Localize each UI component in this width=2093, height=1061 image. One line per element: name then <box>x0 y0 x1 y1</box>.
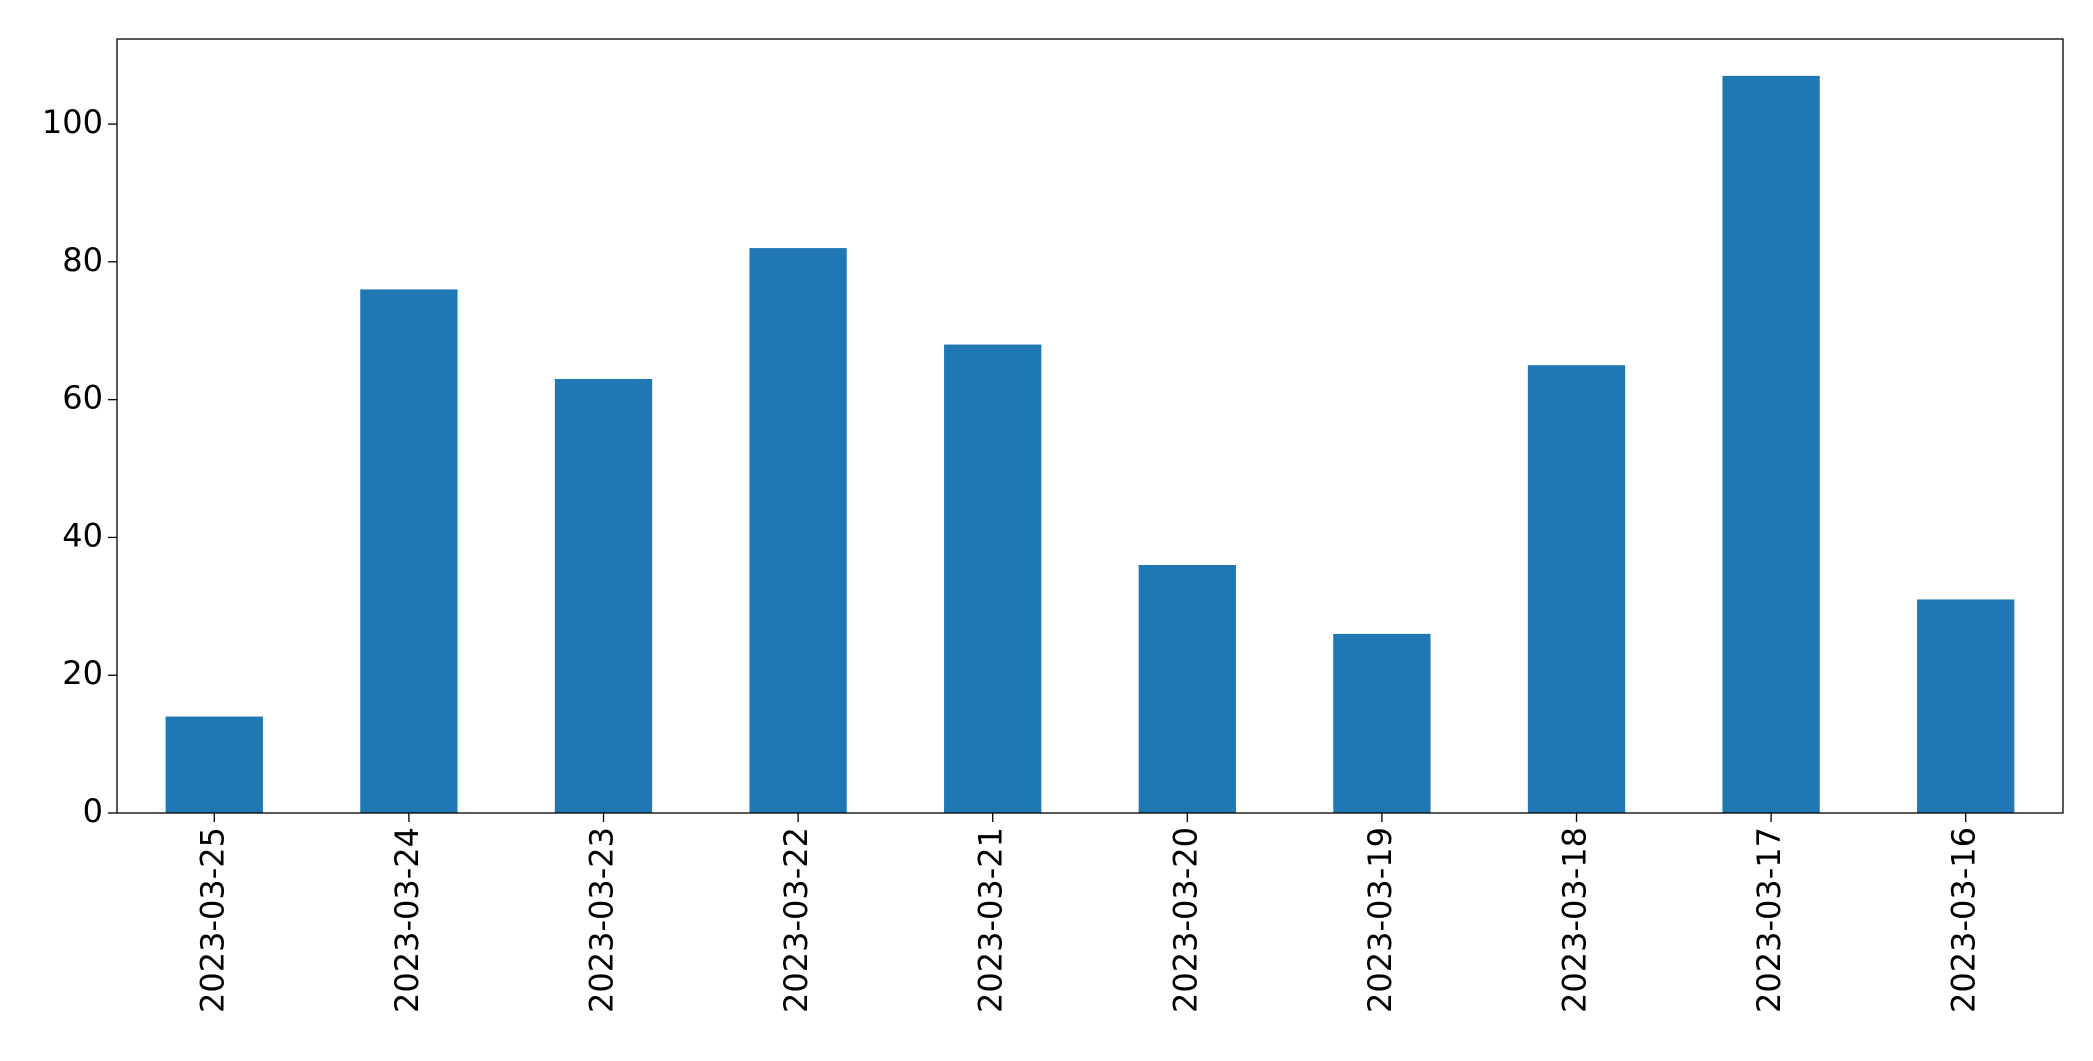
y-tick-label: 0 <box>83 792 103 830</box>
bar <box>554 378 653 813</box>
x-tick-label: 2023-03-20 <box>1166 827 1204 1013</box>
bar <box>360 289 458 814</box>
bar <box>1527 365 1626 813</box>
x-tick-label: 2023-03-22 <box>777 827 815 1013</box>
y-tick-label: 60 <box>62 379 103 417</box>
x-tick-label: 2023-03-25 <box>193 827 231 1013</box>
plot-frame <box>116 38 2064 814</box>
bar <box>1333 633 1431 813</box>
bar <box>944 344 1042 813</box>
y-tick-label: 100 <box>42 103 103 141</box>
x-tick-label: 2023-03-24 <box>388 827 426 1013</box>
bar <box>1722 75 1820 814</box>
y-tick-label: 80 <box>62 241 103 279</box>
y-tick-label: 20 <box>62 654 103 692</box>
x-tick-label: 2023-03-19 <box>1361 827 1399 1013</box>
bar <box>165 716 263 813</box>
bar <box>1917 599 2015 813</box>
x-tick-label: 2023-03-18 <box>1556 827 1594 1013</box>
y-tick-label: 40 <box>62 516 103 554</box>
x-tick-label: 2023-03-21 <box>972 827 1010 1013</box>
x-tick-label: 2023-03-17 <box>1750 827 1788 1013</box>
x-tick-label: 2023-03-23 <box>583 827 621 1013</box>
x-tick-label: 2023-03-16 <box>1945 827 1983 1013</box>
bar <box>1138 564 1236 813</box>
bar <box>749 248 847 813</box>
